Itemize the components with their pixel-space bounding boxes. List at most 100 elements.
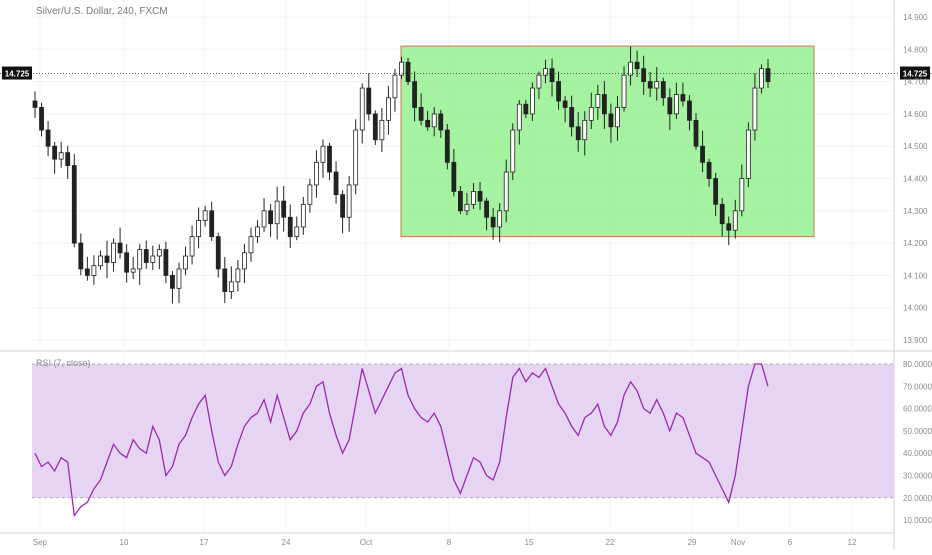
candle-body [261,210,267,228]
candle-body [621,74,627,108]
time-tick-label: 8 [447,538,452,547]
candle-body [222,268,228,292]
candle-body [490,216,496,228]
candle-body [726,223,732,231]
candle-body [536,74,542,89]
candle-body [562,100,568,108]
candle-body [719,203,725,225]
candle-body [268,210,274,225]
candle-body [327,145,332,173]
candle-body [294,226,300,238]
candle-body [300,203,306,228]
candle-body [628,61,633,76]
candle-body [641,68,647,83]
candle-body [713,178,719,205]
candle-body [654,81,660,89]
rsi-tick-label: 40.0000 [903,449,932,458]
candle-body [595,94,601,108]
candle-layer [32,46,771,304]
rsi-line [34,363,769,518]
rsi-layer [34,363,769,518]
candle-body [255,226,260,238]
price-tick-label: 14.600 [903,110,928,119]
candle-body [569,107,575,128]
rsi-tick-label: 80.0000 [903,360,932,369]
candle-body [228,281,234,292]
axis-label-layer: 14.900 14.800 14.700 14.600 14.500 14.400 14.3… [33,13,932,547]
candle-body [98,255,103,267]
rsi-tick-label: 20.0000 [903,494,932,503]
candle-body [405,61,411,83]
last-price-label-left: 14.725 [5,70,30,79]
candle-body [732,210,738,231]
time-tick-label: 22 [606,538,615,547]
candle-body [477,191,483,202]
candle-body [765,68,771,83]
candle-body [209,210,215,238]
price-tick-label: 14.100 [903,271,928,280]
candle-body [451,161,457,192]
candle-body [84,268,90,276]
candle-body [52,145,58,160]
candle-body [39,107,44,131]
candle-body [471,191,476,205]
price-tick-label: 14.700 [903,78,928,87]
candle-body [673,94,679,115]
candle-body [634,61,640,70]
annotation-layer[interactable] [400,45,815,238]
price-tick-label: 14.800 [903,45,928,54]
candle-body [680,94,686,102]
candle-body [425,119,431,128]
price-tick-label: 13.900 [903,336,928,345]
candle-body [215,236,221,270]
candle-body [412,81,417,108]
rsi-tick-label: 30.0000 [903,472,932,481]
price-tick-label: 14.500 [903,142,928,151]
candle-body [379,119,385,141]
candle-body [503,171,509,212]
candle-body [366,87,372,115]
candle-body [281,200,287,218]
candle-body [45,129,51,147]
candle-body [529,87,535,115]
candle-body [418,107,424,121]
candle-body [399,61,404,76]
candle-body [353,129,359,186]
price-line-layer: 14.725 14.725 [0,66,932,80]
candle-body [582,119,588,141]
candle-body [143,249,149,263]
candle-body [156,249,162,257]
candle-body [71,165,77,244]
candle-body [235,268,241,283]
candle-body [137,249,143,270]
candle-body [745,129,751,179]
candle-body [444,129,450,163]
candle-body [130,268,136,273]
candle-body [706,161,712,179]
time-tick-label: Nov [731,538,745,547]
price-tick-label: 14.900 [903,13,928,22]
candle-body [91,265,97,276]
time-tick-label: Sep [33,538,48,547]
rsi-tick-label: 60.0000 [903,405,932,414]
time-tick-label: 15 [525,538,534,547]
rsi-tick-label: 70.0000 [903,382,932,391]
candle-body [170,274,175,289]
candle-body [242,252,247,270]
candle-body [117,242,123,254]
candle-body [307,184,313,205]
candle-body [65,152,71,166]
rsi-band-layer [32,363,894,499]
candle-body [111,242,116,263]
time-tick-label: 12 [848,538,857,547]
chart-title: Silver/U.S. Dollar, 240, FXCM [36,6,168,17]
range-rectangle-annotation[interactable] [400,45,815,238]
candle-body [523,103,529,115]
last-price-label-right: 14.725 [903,70,928,79]
candle-body [392,74,398,99]
rsi-band-fill [32,364,894,498]
candle-body [150,255,156,263]
candle-body [693,119,699,147]
